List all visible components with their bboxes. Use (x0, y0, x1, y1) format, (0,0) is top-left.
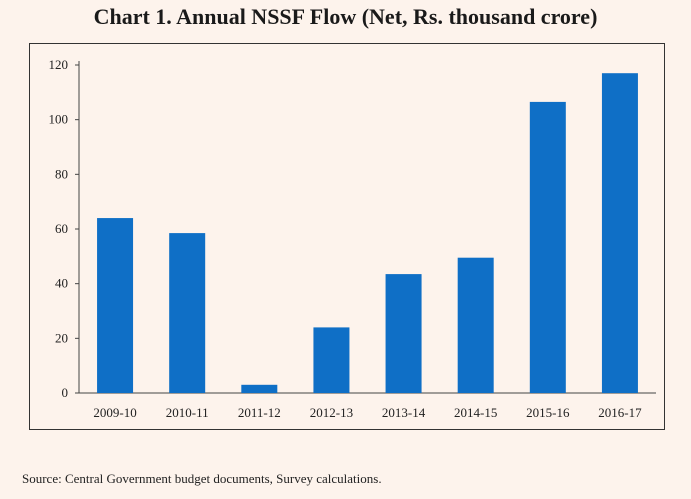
y-tick-label: 0 (62, 385, 69, 400)
x-tick-label: 2009-10 (93, 405, 136, 420)
x-tick-label: 2015-16 (526, 405, 570, 420)
chart-frame (29, 43, 665, 430)
bar (601, 73, 638, 393)
y-tick-label: 20 (55, 330, 68, 345)
bar (241, 384, 278, 393)
x-tick-label: 2016-17 (598, 405, 642, 420)
x-tick-label: 2010-11 (166, 405, 209, 420)
y-tick-label: 60 (55, 221, 68, 236)
x-tick-label: 2013-14 (382, 405, 426, 420)
bar (97, 218, 134, 393)
bar (169, 233, 206, 393)
bar (385, 274, 422, 393)
chart-title: Chart 1. Annual NSSF Flow (Net, Rs. thou… (93, 4, 598, 29)
x-tick-label: 2014-15 (454, 405, 497, 420)
bar (457, 257, 494, 393)
bar (529, 101, 566, 394)
y-tick-label: 100 (49, 112, 69, 127)
x-tick-label: 2011-12 (238, 405, 281, 420)
y-tick-label: 40 (55, 276, 68, 291)
x-tick-label: 2012-13 (310, 405, 353, 420)
bar (313, 327, 350, 393)
y-tick-label: 120 (49, 57, 69, 72)
y-tick-label: 80 (55, 166, 68, 181)
source-note: Source: Central Government budget docume… (22, 471, 382, 486)
